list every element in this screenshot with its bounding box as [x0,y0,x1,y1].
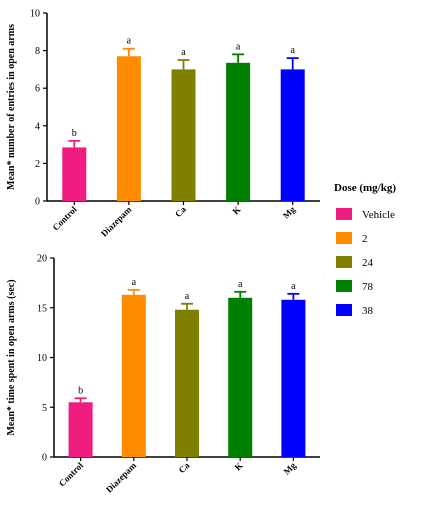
bar-mg [281,299,306,457]
bar-mg [280,69,305,202]
x-tick-label: K [230,204,242,216]
legend-swatch [336,256,352,268]
significance-label: a [127,36,132,47]
y-tick-label: 15 [37,303,47,314]
legend-swatch [336,232,352,244]
x-tick-label: Diazepam [104,460,139,495]
x-tick-label: Control [57,460,86,489]
x-tick-label: Control [51,204,80,233]
y-tick-label: 0 [42,453,47,464]
y-tick-label: 0 [35,197,40,208]
legend-title: Dose (mg/kg) [334,182,396,194]
chart-time: 0 5 10 15 20 Mean* time spent in open arms (s… [6,254,320,495]
bar-ca [171,69,196,202]
legend-label: 78 [362,281,374,293]
legend-swatch [336,208,352,220]
legend-swatch [336,280,352,292]
y-axis-label: Mean* time spent in open arms (sec) [6,279,17,435]
significance-label: b [78,385,83,396]
legend-label: 24 [362,257,374,269]
y-tick-label: 10 [30,9,40,20]
significance-label: a [291,281,296,292]
legend-label: Vehicle [362,209,395,221]
y-tick-label: 4 [35,121,40,132]
legend: Dose (mg/kg) Vehicle 2 24 78 38 [334,182,396,317]
significance-label: a [238,279,243,290]
x-tick-label: K [233,460,245,472]
bar-k [226,62,251,201]
bar-k [228,297,253,457]
y-tick-label: 6 [35,84,40,95]
x-tick-label: Mg [281,204,298,221]
y-axis-label: Mean* number of entries in open arms [6,24,17,190]
significance-label: a [132,277,137,288]
legend-label: 38 [362,305,374,317]
significance-label: a [185,291,190,302]
x-tick-label: Diazepam [99,204,134,239]
y-tick-label: 20 [37,254,47,265]
bar-control [62,147,87,201]
y-tick-label: 10 [37,353,47,364]
bar-diazepam [116,56,141,201]
significance-label: a [236,41,241,52]
bar-ca [175,309,199,457]
significance-label: a [181,47,186,58]
y-tick-label: 8 [35,46,40,57]
chart-entries: 0 2 4 6 8 10 Mean* number of entries in open a… [6,9,320,239]
legend-label: 2 [362,233,368,245]
bar-diazepam [121,294,146,457]
significance-label: b [72,128,77,139]
y-tick-label: 5 [42,403,47,414]
legend-swatch [336,304,352,316]
y-tick-label: 2 [35,159,40,170]
x-tick-label: Ca [173,204,188,219]
x-tick-label: Mg [282,460,299,477]
x-tick-label: Ca [177,460,192,475]
bar-control [68,402,93,457]
significance-label: a [290,45,295,56]
